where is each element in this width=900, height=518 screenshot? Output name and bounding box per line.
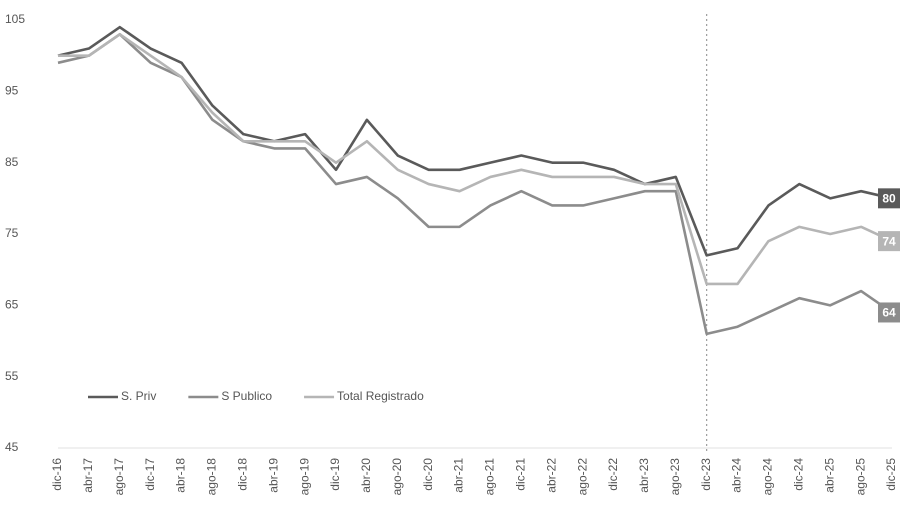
- series-line: [58, 32, 893, 286]
- end-label: 64: [882, 306, 896, 320]
- x-tick-label: ago-23: [668, 458, 682, 496]
- x-tick-label: abr-21: [452, 458, 466, 493]
- x-tick-label: ago-22: [575, 458, 589, 496]
- x-tick-label: dic-16: [50, 458, 64, 491]
- legend-label: S. Priv: [121, 389, 156, 403]
- x-tick-label: abr-25: [822, 458, 836, 493]
- series-line: [57, 32, 893, 336]
- end-label-box: [878, 231, 900, 252]
- y-tick-label: 105: [5, 12, 25, 26]
- end-label: 74: [882, 234, 896, 248]
- x-tick-label: ago-19: [297, 458, 311, 496]
- x-tick-label: ago-21: [483, 458, 497, 496]
- series-line: [57, 25, 893, 257]
- x-tick-label: dic-25: [884, 458, 898, 491]
- x-tick-label: dic-18: [236, 458, 250, 491]
- y-tick-label: 45: [5, 440, 19, 454]
- y-tick-label: 85: [5, 155, 19, 169]
- y-tick-label: 95: [5, 84, 19, 98]
- x-tick-label: dic-20: [421, 458, 435, 491]
- x-tick-label: abr-17: [81, 458, 95, 493]
- x-tick-label: abr-24: [730, 458, 744, 493]
- y-tick-label: 65: [5, 298, 19, 312]
- x-tick-label: dic-22: [606, 458, 620, 491]
- x-tick-label: abr-22: [544, 458, 558, 493]
- x-tick-label: dic-19: [328, 458, 342, 491]
- end-label: 80: [882, 192, 896, 206]
- x-tick-label: ago-25: [853, 458, 867, 496]
- x-tick-label: dic-21: [514, 458, 528, 491]
- end-label-box: [878, 188, 900, 209]
- end-label-box: [878, 302, 900, 323]
- x-tick-label: ago-17: [112, 458, 126, 496]
- x-tick-label: abr-19: [266, 458, 280, 493]
- x-tick-label: abr-23: [637, 458, 651, 493]
- x-tick-label: dic-24: [792, 458, 806, 491]
- y-tick-label: 55: [5, 369, 19, 383]
- y-tick-label: 75: [5, 226, 19, 240]
- x-tick-label: ago-20: [390, 458, 404, 496]
- x-tick-label: dic-17: [143, 458, 157, 491]
- x-tick-label: ago-18: [205, 458, 219, 496]
- x-tick-label: abr-20: [359, 458, 373, 493]
- x-tick-label: ago-24: [761, 458, 775, 496]
- legend-label: Total Registrado: [337, 389, 424, 403]
- legend-label: S Publico: [221, 389, 272, 403]
- x-tick-label: dic-23: [699, 458, 713, 491]
- x-tick-label: abr-18: [174, 458, 188, 493]
